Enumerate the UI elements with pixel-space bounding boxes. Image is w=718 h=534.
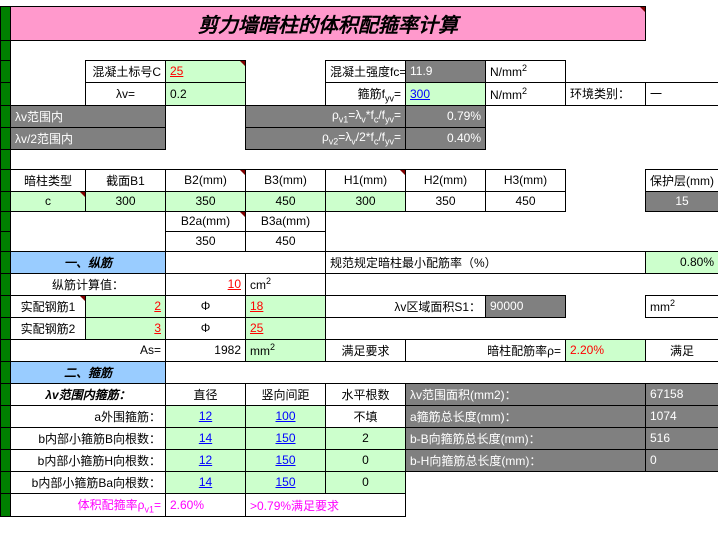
range2-label: λv/2范围内: [11, 127, 166, 149]
grade-label: 混凝土标号C: [86, 60, 166, 82]
col-h2: H2(mm): [406, 169, 486, 191]
h-area-label: λv范围面积(mm2)：: [406, 383, 646, 405]
env-label: 环境类别：: [566, 82, 646, 105]
r4-label: b内部小箍筋Ba向根数：: [11, 471, 166, 493]
r3-len: 0: [646, 449, 718, 471]
row-h1[interactable]: 300: [326, 191, 406, 211]
r4-v[interactable]: 150: [246, 471, 326, 493]
volratio-label: 体积配箍率ρv1=: [11, 493, 166, 516]
col-h3: H3(mm): [486, 169, 566, 191]
sec2-sub: λv范围内箍筋：: [11, 383, 166, 405]
r1-v[interactable]: 100: [246, 405, 326, 427]
rebar2-phi: Φ: [166, 317, 246, 339]
row-type[interactable]: c: [11, 191, 86, 211]
as-label: As=: [11, 339, 166, 361]
calc-label: 纵筋计算值：: [11, 273, 166, 295]
lambda-label: λv=: [86, 82, 166, 105]
r1-len: 1074: [646, 405, 718, 427]
range1-label: λv范围内: [11, 105, 166, 127]
rebar2-d[interactable]: 25: [246, 317, 326, 339]
fyv-unit: N/mm2: [486, 82, 566, 105]
r2-d[interactable]: 14: [166, 427, 246, 449]
sec1-title: 一、纵筋: [11, 251, 166, 273]
s1-val: 90000: [486, 295, 566, 317]
r2-label: b内部小箍筋B向根数：: [11, 427, 166, 449]
spec-label: 规范规定暗柱最小配筋率（%）: [326, 251, 646, 273]
range2-value: 0.40%: [406, 127, 486, 149]
lambda-value[interactable]: 0.2: [166, 82, 246, 105]
h-hn: 水平根数: [326, 383, 406, 405]
r3-v[interactable]: 150: [246, 449, 326, 471]
r2-len-label: b-B向箍筋总长度(mm)：: [406, 427, 646, 449]
r1-d[interactable]: 12: [166, 405, 246, 427]
rebar1-phi: Φ: [166, 295, 246, 317]
page-title: 剪力墙暗柱的体积配箍率计算: [11, 6, 646, 40]
col-cover: 保护层(mm): [646, 169, 718, 191]
range1-value: 0.79%: [406, 105, 486, 127]
b3a-val: 450: [246, 231, 326, 251]
row-b2[interactable]: 350: [166, 191, 246, 211]
rebar1-d[interactable]: 18: [246, 295, 326, 317]
ratio-ok: 满足: [646, 339, 718, 361]
fyv-label: 箍筋fyv=: [326, 82, 406, 105]
r4-h[interactable]: 0: [326, 471, 406, 493]
range2-formula: ρv2=λv/2*fc/fyv=: [246, 127, 406, 149]
r2-v[interactable]: 150: [246, 427, 326, 449]
row-cover: 15: [646, 191, 718, 211]
r1-len-label: a箍筋总长度(mm)：: [406, 405, 646, 427]
col-h1: H1(mm): [326, 169, 406, 191]
h-dia: 直径: [166, 383, 246, 405]
ratio-val: 2.20%: [566, 339, 646, 361]
row-h3: 450: [486, 191, 566, 211]
fc-label: 混凝土强度fc=: [326, 60, 406, 82]
sec2-title: 二、箍筋: [11, 361, 166, 383]
s1-label: λv区域面积S1：: [326, 295, 486, 317]
calc-val: 10: [166, 273, 246, 295]
h-area-val: 67158: [646, 383, 718, 405]
col-b2: B2(mm): [166, 169, 246, 191]
r1-label: a外围箍筋：: [11, 405, 166, 427]
grade-value[interactable]: 25: [166, 60, 246, 82]
rebar2-label: 实配钢筋2: [11, 317, 86, 339]
env-value: 一: [646, 82, 718, 105]
fc-unit: N/mm2: [486, 60, 566, 82]
s1-unit: mm2: [646, 295, 718, 317]
spec-val: 0.80%: [646, 251, 718, 273]
r3-h[interactable]: 0: [326, 449, 406, 471]
fyv-value[interactable]: 300: [406, 82, 486, 105]
b2a-val: 350: [166, 231, 246, 251]
r4-d[interactable]: 14: [166, 471, 246, 493]
r2-h[interactable]: 2: [326, 427, 406, 449]
volratio-ok: >0.79%满足要求: [246, 493, 406, 516]
r3-len-label: b-H向箍筋总长度(mm)：: [406, 449, 646, 471]
r3-d[interactable]: 12: [166, 449, 246, 471]
col-b3: B3(mm): [246, 169, 326, 191]
h-vsp: 竖向间距: [246, 383, 326, 405]
row-b3[interactable]: 450: [246, 191, 326, 211]
b3a-label: B3a(mm): [246, 211, 326, 231]
col-b1: 截面B1: [86, 169, 166, 191]
as-val: 1982: [166, 339, 246, 361]
col-type: 暗柱类型: [11, 169, 86, 191]
range1-formula: ρv1=λv*fc/fyv=: [246, 105, 406, 127]
ratio-label: 暗柱配筋率ρ=: [406, 339, 566, 361]
volratio-val: 2.60%: [166, 493, 246, 516]
rebar1-label: 实配钢筋1: [11, 295, 86, 317]
rebar1-n[interactable]: 2: [86, 295, 166, 317]
fc-value: 11.9: [406, 60, 486, 82]
calc-unit: cm2: [246, 273, 326, 295]
r3-label: b内部小箍筋H向根数：: [11, 449, 166, 471]
rebar2-n[interactable]: 3: [86, 317, 166, 339]
as-unit: mm2: [246, 339, 326, 361]
row-b1[interactable]: 300: [86, 191, 166, 211]
r1-h: 不填: [326, 405, 406, 427]
r2-len: 516: [646, 427, 718, 449]
row-h2: 350: [406, 191, 486, 211]
b2a-label: B2a(mm): [166, 211, 246, 231]
as-ok: 满足要求: [326, 339, 406, 361]
